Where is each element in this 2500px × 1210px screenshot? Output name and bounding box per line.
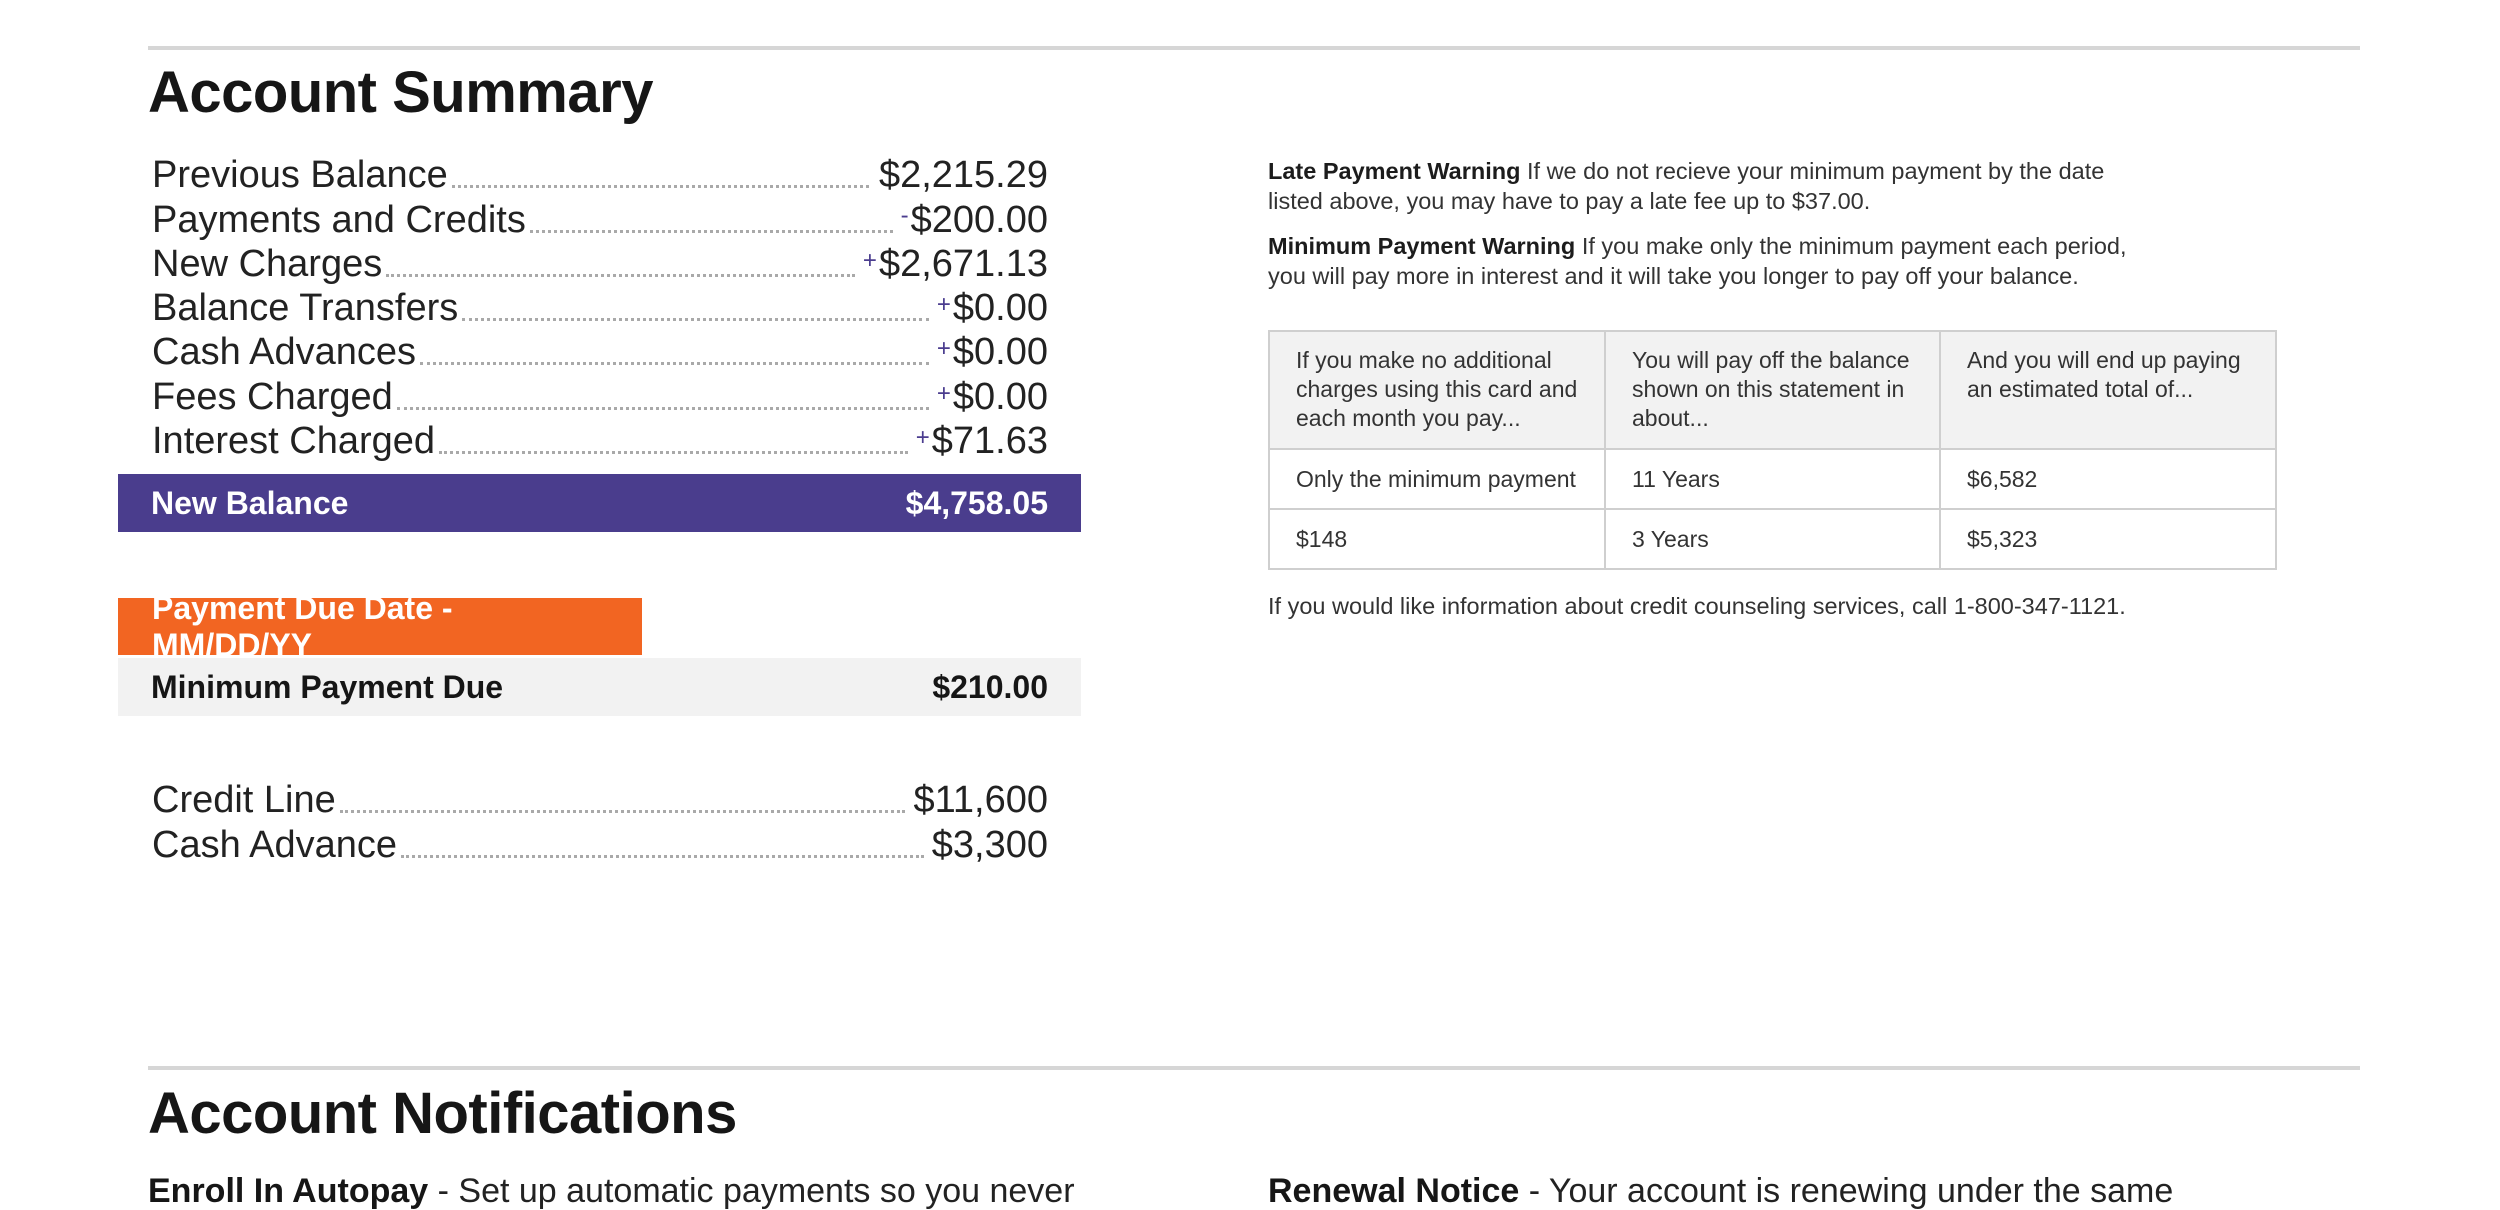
- summary-row-new-charges: New Charges + $2,671.13: [152, 239, 1048, 283]
- summary-value: $0.00: [952, 287, 1048, 330]
- payoff-header-cell: You will pay off the balance shown on th…: [1604, 330, 1941, 450]
- account-summary-title: Account Summary: [148, 60, 653, 125]
- summary-sign: +: [862, 246, 877, 274]
- payoff-cell: Only the minimum payment: [1268, 448, 1606, 510]
- summary-label: Payments and Credits: [152, 198, 526, 241]
- summary-row-interest-charged: Interest Charged + $71.63: [152, 416, 1048, 460]
- summary-list: Previous Balance $2,215.29 Payments and …: [152, 150, 1048, 460]
- summary-row-balance-transfers: Balance Transfers + $0.00: [152, 283, 1048, 327]
- summary-label: New Charges: [152, 242, 383, 285]
- account-notifications-title: Account Notifications: [148, 1081, 737, 1146]
- dot-leader: [339, 810, 906, 814]
- minimum-payment-warning: Minimum Payment Warning If you make only…: [1268, 231, 2128, 291]
- payment-due-date-label: Payment Due Date - MM/DD/YY: [152, 589, 453, 663]
- summary-label: Balance Transfers: [152, 287, 459, 330]
- cash-advance-row: Cash Advance $3,300: [152, 819, 1048, 866]
- summary-row-cash-advances: Cash Advances + $0.00: [152, 327, 1048, 371]
- summary-value: $2,671.13: [878, 242, 1048, 285]
- notification-renewal-title: Renewal Notice: [1268, 1172, 1520, 1210]
- section-divider-top: [148, 46, 2360, 50]
- summary-label: Interest Charged: [152, 420, 436, 463]
- minimum-payment-value: $210.00: [932, 668, 1048, 705]
- credit-limits: Credit Line $11,600 Cash Advance $3,300: [152, 775, 1048, 866]
- summary-sign: +: [915, 423, 930, 451]
- section-divider-bottom: [148, 1066, 2360, 1070]
- summary-sign: +: [936, 291, 951, 319]
- payoff-cell: 3 Years: [1604, 508, 1941, 570]
- summary-value: $71.63: [931, 420, 1048, 463]
- dot-leader: [451, 185, 869, 189]
- summary-sign: -: [900, 202, 909, 230]
- payment-due-date-banner: Payment Due Date - MM/DD/YY: [118, 590, 642, 663]
- summary-value: $2,215.29: [878, 154, 1048, 197]
- minimum-payment-warning-text: If you make only the minimum payment eac…: [1268, 233, 2127, 289]
- payoff-cell: 11 Years: [1604, 448, 1941, 510]
- minimum-payment-bar: Minimum Payment Due $210.00: [118, 658, 1081, 716]
- payoff-cell: $5,323: [1939, 508, 2277, 570]
- dot-leader: [529, 229, 893, 233]
- minimum-payment-label: Minimum Payment Due: [151, 668, 504, 705]
- payoff-header-cell: And you will end up paying an estimated …: [1939, 330, 2277, 450]
- late-payment-warning: Late Payment Warning If we do not reciev…: [1268, 156, 2128, 216]
- credit-label: Credit Line: [152, 779, 336, 822]
- late-payment-warning-title: Late Payment Warning: [1268, 158, 1521, 184]
- notification-autopay: Enroll In Autopay - Set up automatic pay…: [148, 1174, 1075, 1208]
- summary-row-previous-balance: Previous Balance $2,215.29: [152, 150, 1048, 194]
- dot-leader: [462, 318, 929, 322]
- new-balance-label: New Balance: [151, 484, 349, 521]
- table-row: Only the minimum payment 11 Years $6,582: [1268, 448, 2277, 510]
- table-row: $148 3 Years $5,323: [1268, 508, 2277, 570]
- notification-autopay-text: - Set up automatic payments so you never: [428, 1172, 1075, 1210]
- credit-value: $11,600: [913, 779, 1048, 822]
- summary-sign: +: [936, 379, 951, 407]
- new-balance-value: $4,758.05: [905, 484, 1048, 521]
- payoff-header-cell: If you make no additional charges using …: [1268, 330, 1606, 450]
- dot-leader: [386, 273, 855, 277]
- notification-renewal: Renewal Notice - Your account is renewin…: [1268, 1174, 2173, 1208]
- summary-row-payments-credits: Payments and Credits - $200.00: [152, 194, 1048, 241]
- dot-leader: [401, 854, 924, 858]
- summary-sign: +: [936, 335, 951, 363]
- payoff-cell: $148: [1268, 508, 1606, 570]
- credit-counseling-note: If you would like information about cred…: [1268, 593, 2126, 619]
- new-balance-bar: New Balance $4,758.05: [118, 474, 1081, 532]
- notification-renewal-text: - Your account is renewing under the sam…: [1519, 1172, 2174, 1210]
- summary-value: $200.00: [910, 198, 1048, 241]
- summary-value: $0.00: [952, 375, 1048, 418]
- payoff-table: If you make no additional charges using …: [1268, 330, 2277, 570]
- dot-leader: [420, 362, 929, 366]
- dot-leader: [396, 406, 929, 410]
- late-payment-warning-text: If we do not recieve your minimum paymen…: [1268, 158, 2105, 214]
- minimum-payment-warning-title: Minimum Payment Warning: [1268, 233, 1576, 259]
- summary-label: Cash Advances: [152, 331, 417, 374]
- payoff-cell: $6,582: [1939, 448, 2277, 510]
- dot-leader: [439, 451, 908, 455]
- credit-label: Cash Advance: [152, 823, 398, 866]
- credit-value: $3,300: [931, 823, 1048, 866]
- summary-label: Fees Charged: [152, 375, 393, 418]
- credit-line-row: Credit Line $11,600: [152, 775, 1048, 819]
- summary-row-fees-charged: Fees Charged + $0.00: [152, 371, 1048, 418]
- notification-autopay-title: Enroll In Autopay: [148, 1172, 429, 1210]
- payoff-table-header: If you make no additional charges using …: [1268, 330, 2277, 450]
- summary-value: $0.00: [952, 331, 1048, 374]
- summary-label: Previous Balance: [152, 154, 448, 197]
